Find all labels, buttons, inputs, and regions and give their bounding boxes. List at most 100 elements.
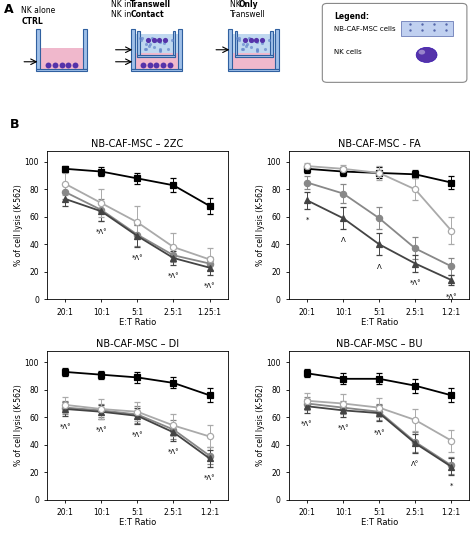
Point bbox=[148, 34, 156, 43]
Point bbox=[64, 60, 72, 69]
Bar bbox=[137, 55, 175, 57]
Point bbox=[241, 36, 249, 45]
Title: NB-CAF-MSC – DI: NB-CAF-MSC – DI bbox=[96, 339, 179, 349]
Bar bbox=[235, 55, 273, 57]
Bar bbox=[275, 29, 279, 69]
Point bbox=[138, 34, 146, 43]
Text: Contact: Contact bbox=[130, 10, 164, 19]
Text: *Λ°: *Λ° bbox=[168, 273, 179, 279]
Text: *Λ°: *Λ° bbox=[132, 433, 143, 438]
Bar bbox=[137, 31, 140, 57]
Text: *Λ°: *Λ° bbox=[374, 429, 385, 435]
Text: CTRL: CTRL bbox=[21, 16, 43, 26]
Point bbox=[253, 36, 260, 45]
Bar bbox=[40, 48, 83, 69]
Text: NK in: NK in bbox=[111, 10, 134, 19]
Point bbox=[247, 36, 255, 45]
X-axis label: E:T Ratio: E:T Ratio bbox=[119, 318, 156, 327]
Text: *Λ°: *Λ° bbox=[204, 283, 215, 289]
Point bbox=[406, 25, 414, 34]
Y-axis label: % of cell lysis (K-562): % of cell lysis (K-562) bbox=[256, 184, 265, 266]
Point bbox=[442, 25, 449, 34]
Point bbox=[253, 37, 261, 46]
Point bbox=[142, 40, 150, 49]
Bar bbox=[228, 29, 232, 69]
Bar bbox=[228, 69, 279, 71]
Point bbox=[235, 35, 242, 44]
Bar bbox=[173, 31, 175, 57]
Text: *Λ°: *Λ° bbox=[446, 294, 457, 300]
X-axis label: E:T Ratio: E:T Ratio bbox=[361, 518, 398, 527]
Circle shape bbox=[419, 50, 425, 54]
Point bbox=[254, 45, 261, 54]
Point bbox=[146, 60, 154, 69]
Bar bbox=[178, 29, 182, 69]
Text: *Λ°: *Λ° bbox=[337, 425, 349, 432]
Title: NB-CAF-MSC – BU: NB-CAF-MSC – BU bbox=[336, 339, 422, 349]
Point bbox=[142, 44, 149, 53]
X-axis label: E:T Ratio: E:T Ratio bbox=[361, 318, 398, 327]
Text: NK cells: NK cells bbox=[334, 49, 362, 55]
Text: *Λ°: *Λ° bbox=[60, 424, 71, 430]
Bar bbox=[270, 31, 273, 57]
Point bbox=[418, 25, 426, 34]
Point bbox=[258, 39, 265, 48]
Point bbox=[161, 36, 169, 45]
Bar bbox=[36, 29, 40, 69]
Point bbox=[144, 36, 152, 45]
Point bbox=[151, 36, 159, 45]
Legend: CTRL, Contact, Transwell, Only Transwell: CTRL, Contact, Transwell, Only Transwell bbox=[293, 365, 465, 375]
Point bbox=[235, 34, 243, 43]
Text: A: A bbox=[4, 3, 13, 16]
Bar bbox=[83, 29, 87, 69]
Point bbox=[238, 45, 246, 54]
Point bbox=[247, 43, 255, 52]
Point bbox=[233, 34, 241, 43]
Point bbox=[254, 44, 261, 53]
Text: Λ°: Λ° bbox=[411, 461, 419, 467]
Point bbox=[169, 36, 176, 45]
Point bbox=[150, 36, 157, 45]
Point bbox=[243, 40, 251, 49]
Text: NB-CAF-MSC cells: NB-CAF-MSC cells bbox=[334, 26, 396, 32]
Point bbox=[159, 60, 167, 69]
Point bbox=[137, 35, 145, 44]
Text: *Λ°: *Λ° bbox=[301, 422, 313, 427]
Bar bbox=[36, 69, 87, 71]
Point bbox=[239, 40, 247, 49]
Y-axis label: % of cell lysis (K-562): % of cell lysis (K-562) bbox=[14, 184, 23, 266]
Point bbox=[141, 45, 148, 54]
Point bbox=[146, 40, 154, 49]
Bar bbox=[131, 29, 135, 69]
Legend: CTRL, Contact, Transwell, Only Transwell: CTRL, Contact, Transwell, Only Transwell bbox=[52, 365, 223, 375]
Point bbox=[246, 34, 253, 43]
Point bbox=[406, 20, 414, 29]
Point bbox=[156, 37, 164, 46]
Text: *Λ°: *Λ° bbox=[168, 449, 179, 455]
Text: *Λ°: *Λ° bbox=[410, 280, 421, 286]
Point bbox=[71, 60, 79, 69]
Text: Legend:: Legend: bbox=[334, 12, 369, 21]
Point bbox=[139, 60, 147, 69]
Y-axis label: % of cell lysis (K-562): % of cell lysis (K-562) bbox=[14, 385, 23, 466]
Point bbox=[156, 47, 164, 55]
Text: *: * bbox=[449, 483, 453, 489]
Point bbox=[418, 20, 426, 29]
Text: *Λ°: *Λ° bbox=[96, 427, 107, 433]
Bar bbox=[135, 34, 178, 53]
Text: *: * bbox=[305, 217, 309, 223]
Point bbox=[239, 44, 246, 53]
Point bbox=[430, 20, 438, 29]
Text: B: B bbox=[9, 118, 19, 131]
Bar bbox=[232, 53, 275, 69]
Bar bbox=[401, 21, 453, 36]
Point bbox=[266, 36, 273, 45]
Point bbox=[153, 60, 160, 69]
Point bbox=[166, 60, 173, 69]
Point bbox=[156, 44, 164, 53]
Text: NK alone: NK alone bbox=[21, 7, 55, 15]
Point bbox=[156, 45, 164, 54]
FancyBboxPatch shape bbox=[322, 3, 467, 82]
Point bbox=[58, 60, 65, 69]
Point bbox=[146, 42, 153, 51]
